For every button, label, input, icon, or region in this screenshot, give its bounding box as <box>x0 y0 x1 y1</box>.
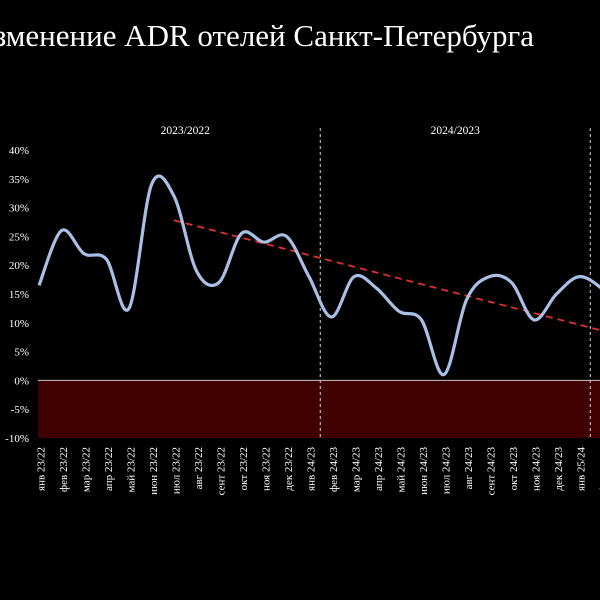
x-tick-label: янв 23/22 <box>36 447 48 491</box>
x-tick-label: окт 23/22 <box>238 447 250 490</box>
x-tick-label: ноя 24/23 <box>531 447 543 492</box>
x-tick-label: янв 25/24 <box>576 447 588 491</box>
x-tick-label: фев 23/22 <box>58 447 70 492</box>
x-tick-label: июл 23/22 <box>171 447 183 494</box>
period-label: 2023/2022 <box>161 125 210 137</box>
x-tick-label: авг 24/23 <box>463 447 475 490</box>
x-tick-label: апр 23/22 <box>103 447 115 491</box>
x-tick-label: июл 24/23 <box>441 447 453 495</box>
adr-series-line <box>37 174 600 377</box>
negative-zone <box>38 380 600 438</box>
y-tick-label: 40% <box>9 145 29 157</box>
x-tick-label: окт 24/23 <box>508 447 520 491</box>
y-tick-label: -5% <box>11 404 29 416</box>
x-tick-label: ноя 23/22 <box>261 447 273 491</box>
x-tick-label: июн 23/22 <box>148 447 160 495</box>
x-tick-label: авг 23/22 <box>193 447 205 489</box>
y-tick-label: 20% <box>9 260 29 272</box>
x-tick-label: фев 25/24 <box>598 447 600 493</box>
trend-line <box>173 219 600 332</box>
x-tick-label: дек 23/22 <box>283 447 295 491</box>
x-tick-label: апр 24/23 <box>373 447 385 491</box>
y-tick-label: 10% <box>9 318 29 330</box>
x-tick-label: июн 24/23 <box>418 447 430 495</box>
x-tick-label: сент 23/22 <box>216 447 228 495</box>
y-tick-label: 15% <box>9 289 29 301</box>
x-tick-label: май 24/23 <box>396 447 408 493</box>
x-tick-label: сент 24/23 <box>486 447 498 496</box>
y-tick-label: 35% <box>9 174 29 186</box>
x-tick-label: янв 24/23 <box>306 447 318 491</box>
period-label: 2024/2023 <box>431 125 480 137</box>
y-tick-label: 25% <box>9 231 29 243</box>
x-tick-label: май 23/22 <box>126 447 138 492</box>
x-tick-label: дек 24/23 <box>553 447 565 491</box>
y-tick-label: 30% <box>9 203 29 215</box>
y-tick-label: -10% <box>5 433 29 445</box>
x-tick-label: мар 24/23 <box>351 447 363 493</box>
x-tick-label: фев 24/23 <box>328 447 340 493</box>
x-tick-label: мар 23/22 <box>81 447 93 492</box>
chart-title: зменение ADR отелей Санкт-Петербурга <box>0 18 534 53</box>
y-tick-label: 0% <box>14 375 29 387</box>
y-tick-label: 5% <box>14 347 29 359</box>
